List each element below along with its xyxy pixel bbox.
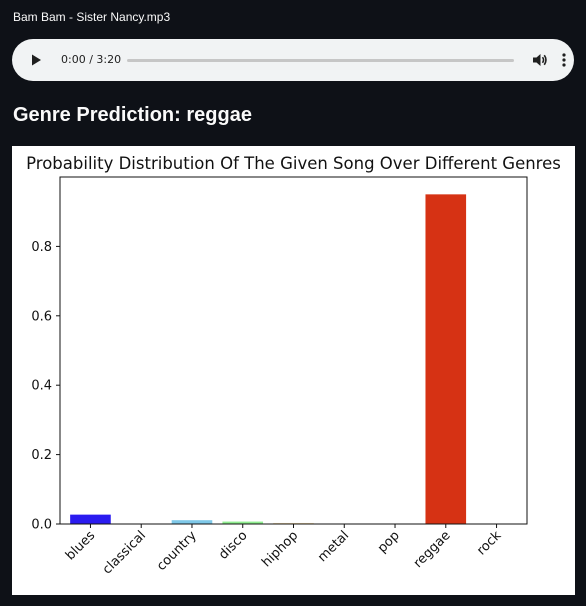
- y-tick-label-0.8: 0.8: [31, 240, 52, 255]
- genre-prediction-heading: Genre Prediction: reggae: [13, 104, 252, 126]
- y-tick-label-0.0: 0.0: [31, 518, 52, 533]
- bar-blues: [70, 514, 111, 524]
- chart-title: Probability Distribution Of The Given So…: [26, 154, 561, 173]
- volume-icon[interactable]: [531, 51, 549, 69]
- y-tick-label-0.4: 0.4: [31, 379, 52, 394]
- more-vertical-icon[interactable]: [557, 51, 571, 69]
- y-tick-label-0.2: 0.2: [31, 448, 52, 463]
- play-icon[interactable]: [28, 52, 44, 68]
- bar-reggae: [425, 194, 467, 524]
- audio-file-name: Bam Bam - Sister Nancy.mp3: [13, 10, 171, 24]
- x-tick-label-country: country: [154, 528, 200, 574]
- time-display: 0:00 / 3:20: [61, 53, 122, 66]
- genre-probability-chart: Probability Distribution Of The Given So…: [12, 146, 575, 595]
- audio-player[interactable]: 0:00 / 3:20: [12, 39, 574, 81]
- x-tick-label-blues: blues: [63, 528, 98, 563]
- y-tick-label-0.6: 0.6: [31, 309, 52, 324]
- x-tick-label-hiphop: hiphop: [259, 528, 301, 570]
- playback-progress-slider[interactable]: [127, 59, 514, 62]
- x-tick-label-rock: rock: [474, 528, 505, 559]
- x-tick-label-classical: classical: [100, 528, 149, 577]
- plot-frame: [59, 176, 528, 525]
- bar-hiphop: [273, 522, 314, 524]
- chart-svg: Probability Distribution Of The Given So…: [26, 154, 561, 577]
- bar-country: [171, 520, 213, 524]
- x-tick-label-pop: pop: [375, 528, 403, 556]
- x-tick-label-reggae: reggae: [411, 528, 454, 571]
- x-tick-label-disco: disco: [216, 528, 250, 562]
- bar-disco: [222, 521, 264, 524]
- x-tick-label-metal: metal: [315, 528, 352, 565]
